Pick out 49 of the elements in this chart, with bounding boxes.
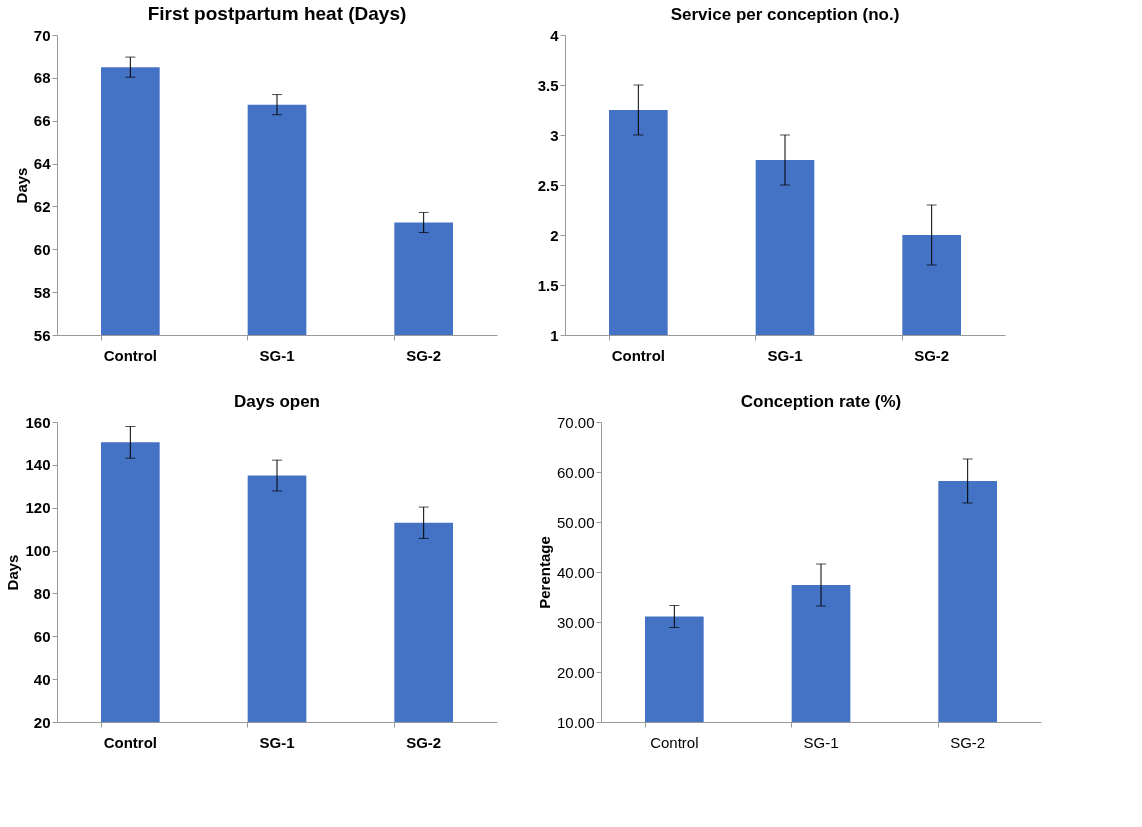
y-axis-title: Perentage [535,536,553,609]
x-tick-label: SG-1 [803,733,839,751]
y-tick-label: 40 [33,670,51,688]
x-tick-label: Control [103,733,157,751]
y-tick-label: 50.00 [556,513,595,531]
y-tick-label: 140 [25,456,51,474]
x-tick-label: Control [650,733,699,751]
y-tick-label: 3.5 [537,76,559,94]
y-tick-label: 3 [550,126,559,144]
y-tick-label: 40.00 [556,563,595,581]
y-tick-label: 100 [25,542,51,560]
x-tick-label: SG-1 [259,346,295,364]
y-tick-label: 60 [33,240,51,258]
chart-title: First postpartum heat (Days) [147,3,407,24]
y-tick-label: 2.5 [537,176,559,194]
y-tick-label: 1.5 [537,276,559,294]
y-tick-label: 66 [33,112,51,130]
y-tick-label: 70.00 [556,413,595,431]
y-tick-label: 4 [550,26,560,44]
y-axis-title: Days [4,554,22,591]
y-tick-label: 70 [33,26,51,44]
x-tick-label: SG-1 [767,346,803,364]
y-tick-label: 160 [25,413,51,431]
x-tick-label: Control [103,346,157,364]
y-tick-label: 1 [550,326,559,344]
x-tick-label: SG-2 [406,346,442,364]
y-tick-label: 56 [33,326,51,344]
y-tick-label: 10.00 [556,713,595,731]
y-tick-label: 20 [33,713,51,731]
x-tick-label: SG-2 [406,733,442,751]
y-axis-title: Days [12,167,30,204]
x-tick-label: Control [611,346,665,364]
chart-title: Days open [234,392,320,411]
y-tick-label: 2 [550,226,559,244]
y-tick-label: 80 [33,584,51,602]
y-tick-label: 60 [33,627,51,645]
x-tick-label: SG-1 [259,733,295,751]
y-tick-label: 68 [33,69,51,87]
x-tick-label: SG-2 [950,733,986,751]
chart-title: Service per conception (no.) [670,5,900,24]
y-tick-label: 64 [33,155,52,173]
y-tick-label: 30.00 [556,613,595,631]
y-tick-label: 60.00 [556,463,595,481]
y-tick-label: 20.00 [556,663,595,681]
x-tick-label: SG-2 [914,346,950,364]
y-tick-label: 120 [25,499,51,517]
y-tick-label: 62 [33,197,51,215]
chart-title: Conception rate (%) [740,392,902,411]
y-tick-label: 58 [33,283,51,301]
